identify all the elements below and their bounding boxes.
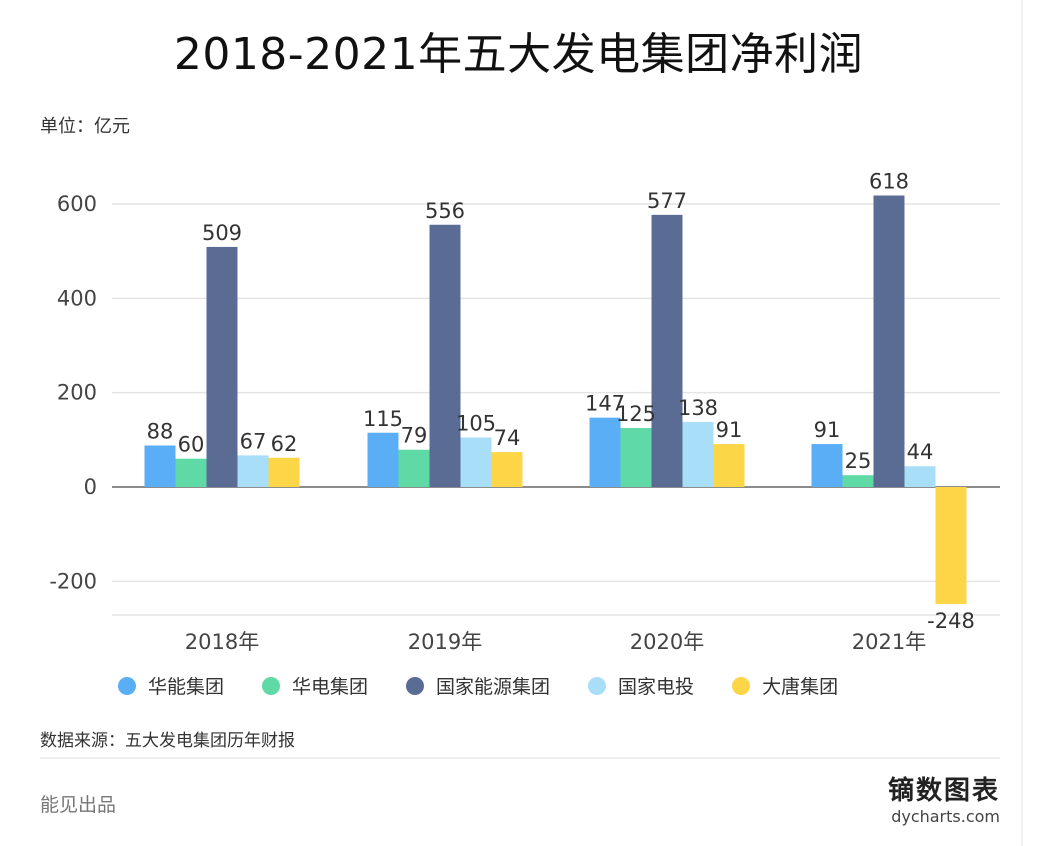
bar (589, 417, 621, 487)
data-label: 44 (907, 440, 934, 464)
data-label: 60 (178, 433, 205, 457)
data-label: 618 (869, 170, 909, 194)
legend-label: 华能集团 (148, 676, 225, 698)
x-tick-label: 2019年 (408, 630, 482, 654)
bar (206, 246, 238, 487)
data-label: 115 (363, 407, 403, 431)
data-source: 数据来源：五大发电集团历年财报 (40, 731, 295, 751)
data-label: 125 (616, 402, 656, 426)
divider (40, 757, 1000, 759)
bar (398, 449, 430, 487)
data-label: 105 (456, 411, 496, 435)
bar (144, 445, 176, 487)
y-tick-label: 600 (57, 192, 97, 216)
y-tick-label: -200 (49, 569, 97, 593)
y-tick-label: 400 (57, 286, 97, 310)
data-label: 556 (425, 199, 465, 223)
bar (491, 452, 523, 487)
legend-label: 华电集团 (292, 676, 369, 698)
data-label: 88 (147, 419, 174, 443)
data-label: 509 (202, 221, 242, 245)
bar (904, 466, 936, 487)
legend-item[interactable]: 国家能源集团 (406, 672, 550, 699)
bars (144, 195, 967, 604)
data-label: 91 (716, 418, 743, 442)
y-tick-label: 0 (84, 475, 97, 499)
chart-title: 2018-2021年五大发电集团净利润 (173, 29, 864, 80)
bar (175, 458, 207, 487)
data-label: 577 (647, 189, 687, 213)
x-tick-label: 2021年 (852, 630, 926, 654)
data-label: 79 (401, 424, 428, 448)
legend-label: 国家能源集团 (436, 676, 551, 698)
legend-swatch (406, 676, 425, 695)
x-tick-label: 2018年 (185, 630, 259, 654)
x-axis-ticks: 2018年 2019年 2020年 2021年 (185, 630, 926, 654)
bar (237, 455, 269, 487)
legend: 华能集团 华电集团 国家能源集团 国家电投 大唐集团 (118, 672, 876, 699)
bar (935, 487, 967, 604)
bar (651, 214, 683, 487)
x-tick-label: 2020年 (630, 630, 704, 654)
legend-item[interactable]: 华电集团 (262, 672, 368, 699)
data-label: 138 (678, 396, 718, 420)
data-label: 91 (814, 418, 841, 442)
bar (460, 437, 492, 487)
data-label: 25 (845, 449, 872, 473)
data-label: 74 (494, 426, 521, 450)
legend-label: 国家电投 (618, 676, 695, 698)
bar (682, 421, 714, 487)
legend-swatch (732, 676, 751, 695)
legend-swatch (118, 676, 136, 695)
legend-item[interactable]: 国家电投 (588, 672, 694, 699)
brand-name: 镝数图表 (887, 776, 1000, 806)
page-edge (1021, 0, 1023, 846)
legend-swatch (588, 676, 607, 695)
maker-label: 能见出品 (40, 794, 117, 816)
grid-layer (112, 203, 1000, 616)
data-label: 62 (271, 432, 298, 456)
bar (268, 457, 300, 487)
bar (620, 428, 652, 487)
bar (429, 224, 461, 487)
bar (811, 444, 843, 487)
bar (367, 432, 399, 487)
brand-url: dycharts.com (891, 807, 1000, 826)
legend-item[interactable]: 华能集团 (118, 672, 224, 699)
legend-item[interactable]: 大唐集团 (732, 672, 838, 699)
y-axis-ticks: -200 0 200 400 600 (49, 192, 97, 593)
data-label: -248 (927, 609, 975, 633)
bar (842, 475, 874, 487)
unit-label: 单位：亿元 (40, 116, 130, 137)
data-label: 147 (585, 392, 625, 416)
brand-logo: 镝数图表 dycharts.com (888, 770, 1000, 826)
legend-label: 大唐集团 (762, 676, 839, 698)
legend-swatch (262, 676, 281, 695)
y-tick-label: 200 (57, 381, 97, 405)
bar (713, 444, 745, 487)
bar (873, 195, 905, 487)
data-label: 67 (240, 429, 267, 453)
